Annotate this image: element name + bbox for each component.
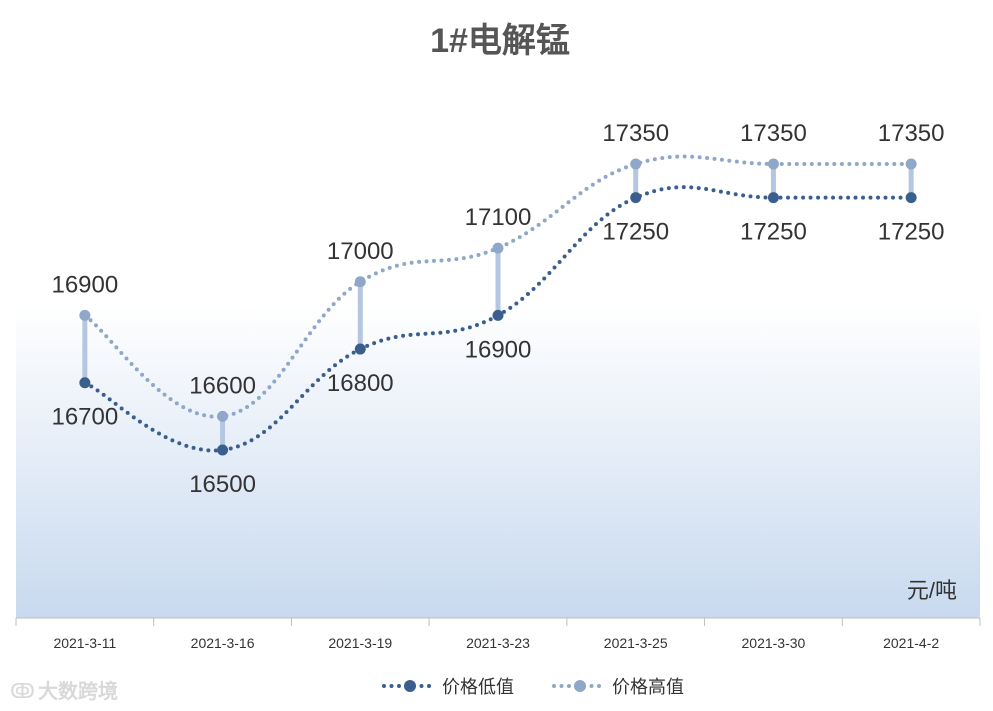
low-point xyxy=(767,192,779,204)
low-point xyxy=(630,192,642,204)
legend-item-high[interactable]: 价格高值 xyxy=(552,677,684,697)
watermark-text: 大数跨境 xyxy=(38,679,118,703)
high-point xyxy=(217,410,229,422)
high-point xyxy=(354,276,366,288)
high-value-label: 17350 xyxy=(602,120,669,147)
x-tick-label: 2021-3-19 xyxy=(328,635,392,651)
high-point xyxy=(492,242,504,254)
x-tick-labels: 2021-3-11 2021-3-16 2021-3-19 2021-3-23 2021… xyxy=(53,635,939,651)
low-point xyxy=(905,192,917,204)
low-point xyxy=(217,444,229,456)
unit-label: 元/吨 xyxy=(907,578,957,603)
high-value-label: 17000 xyxy=(327,238,394,265)
low-point xyxy=(492,309,504,321)
high-value-label: 17100 xyxy=(465,204,532,231)
series-markers xyxy=(79,158,917,456)
low-value-label: 17250 xyxy=(740,219,807,246)
low-value-label: 16700 xyxy=(51,404,118,431)
legend-label-high: 价格高值 xyxy=(612,677,684,697)
legend-marker-low xyxy=(404,680,416,692)
low-value-label: 16800 xyxy=(327,370,394,397)
high-value-label: 17350 xyxy=(878,120,945,147)
high-value-label: 16900 xyxy=(51,271,118,298)
low-point xyxy=(79,377,91,389)
x-tick-label: 2021-3-16 xyxy=(191,635,255,651)
low-value-label: 16500 xyxy=(189,471,256,498)
high-point xyxy=(79,309,91,321)
data-labels: 16900 16600 17000 17100 17350 17350 17350 16700… xyxy=(51,120,944,498)
legend: 价格低值 价格高值 xyxy=(382,677,684,697)
low-value-label: 16900 xyxy=(465,336,532,363)
low-value-label: 17250 xyxy=(878,219,945,246)
high-value-label: 16600 xyxy=(189,372,256,399)
low-point xyxy=(354,343,366,355)
x-tick-label: 2021-3-23 xyxy=(466,635,530,651)
chart-title: 1#电解锰 xyxy=(430,22,570,60)
high-point xyxy=(767,158,779,170)
plot-background xyxy=(16,305,980,618)
high-point xyxy=(630,158,642,170)
legend-label-low: 价格低值 xyxy=(442,677,514,697)
series-high-line xyxy=(82,154,914,419)
legend-marker-high xyxy=(574,680,586,692)
high-point xyxy=(905,158,917,170)
watermark: ↂ 大数跨境 xyxy=(10,679,118,703)
x-tick-label: 2021-3-25 xyxy=(604,635,668,651)
x-tick-label: 2021-4-2 xyxy=(883,635,939,651)
high-value-label: 17350 xyxy=(740,120,807,147)
high-low-lines xyxy=(82,164,914,450)
x-tick-label: 2021-3-11 xyxy=(53,635,116,651)
watermark-logo-icon: ↂ xyxy=(10,681,35,703)
x-axis-ticks xyxy=(15,618,981,626)
legend-item-low[interactable]: 价格低值 xyxy=(382,677,514,697)
low-value-label: 17250 xyxy=(602,219,669,246)
x-tick-label: 2021-3-30 xyxy=(742,635,806,651)
